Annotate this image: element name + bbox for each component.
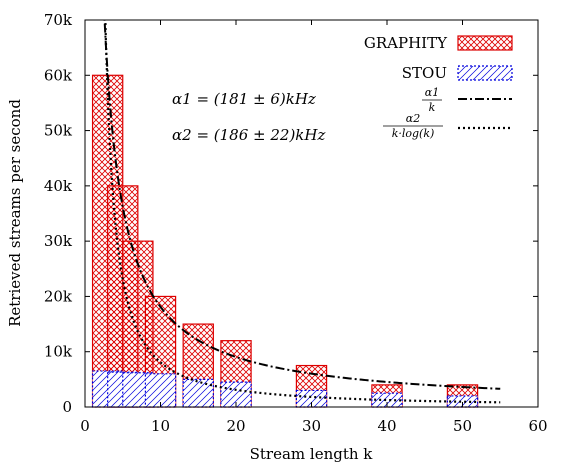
x-tick-label: 0 xyxy=(80,417,90,435)
x-tick-label: 50 xyxy=(453,417,472,435)
x-axis: 0 10 20 30 40 50 60 xyxy=(80,20,548,435)
y-tick-label: 70k xyxy=(44,11,73,29)
stou-bar xyxy=(144,373,177,408)
legend-label-fit2-numerator: α2 xyxy=(406,112,420,125)
stou-bars xyxy=(91,370,479,408)
stou-bar xyxy=(182,378,214,408)
x-tick-label: 10 xyxy=(151,417,170,435)
legend-label-fit2-denominator: k·log(k) xyxy=(392,127,435,140)
y-tick-label: 30k xyxy=(44,232,73,250)
y-tick-label: 60k xyxy=(44,66,73,84)
x-tick-label: 20 xyxy=(226,417,245,435)
y-tick-label: 50k xyxy=(44,122,73,140)
legend-label-fit1-numerator: α1 xyxy=(425,86,439,99)
fit-line-alpha2-over-klogk xyxy=(104,20,501,404)
legend-label-fit1-denominator: k xyxy=(429,101,436,114)
legend: GRAPHITY STOU α1 k α2 k·log(k) xyxy=(364,34,513,140)
fit-line-alpha1-over-k xyxy=(103,20,501,390)
annotation-alpha1: α1 = (181 ± 6)kHz xyxy=(172,90,316,108)
y-tick-label: 10k xyxy=(44,343,73,361)
x-tick-label: 30 xyxy=(302,417,321,435)
y-axis-title: Retrieved streams per second xyxy=(6,99,24,327)
y-tick-label: 40k xyxy=(44,177,73,195)
x-axis-title: Stream length k xyxy=(250,445,374,463)
y-axis: 0 10k 20k 30k 40k 50k 60k 70k xyxy=(44,11,538,416)
y-tick-label: 20k xyxy=(44,287,73,305)
legend-label-stou: STOU xyxy=(402,64,447,82)
x-tick-label: 60 xyxy=(528,417,547,435)
legend-label-graphity: GRAPHITY xyxy=(364,34,448,52)
fit-lines xyxy=(103,20,501,404)
x-tick-label: 40 xyxy=(377,417,396,435)
annotation-alpha2: α2 = (186 ± 22)kHz xyxy=(172,126,325,144)
stou-bar xyxy=(371,392,403,408)
legend-swatch-graphity xyxy=(457,35,513,51)
y-tick-label: 0 xyxy=(62,398,72,416)
legend-swatch-stou xyxy=(457,65,513,81)
